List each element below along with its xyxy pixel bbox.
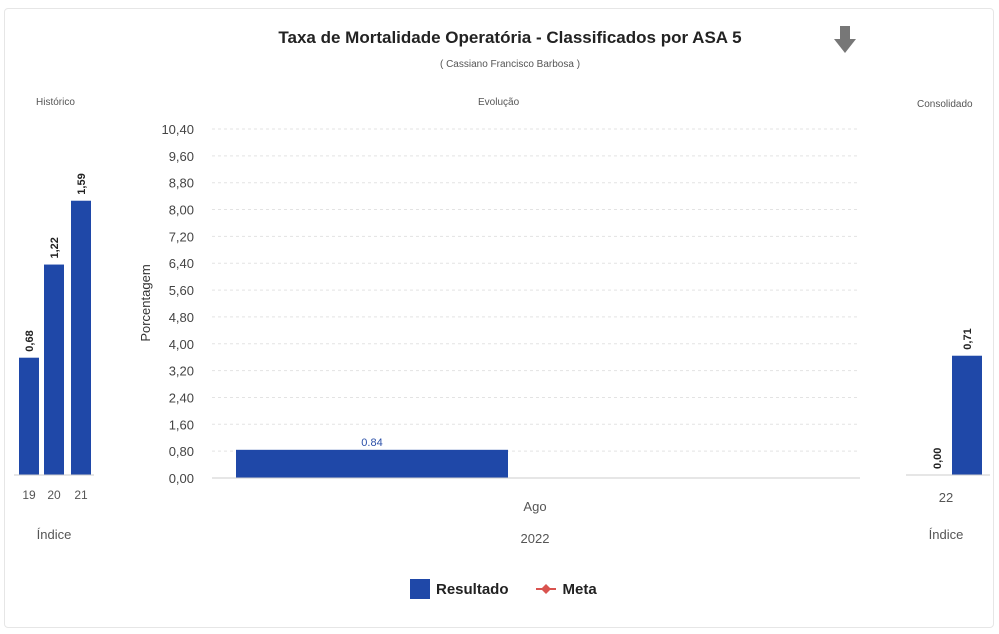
legend-swatch-resultado: [410, 579, 430, 599]
legend: Resultado Meta: [410, 579, 597, 599]
section-label-consolidado: Consolidado: [917, 99, 973, 110]
chart-subtitle: ( Cassiano Francisco Barbosa ): [439, 59, 581, 70]
legend-label-resultado: Resultado: [436, 580, 509, 598]
legend-item-resultado[interactable]: Resultado: [410, 579, 509, 599]
legend-label-meta: Meta: [562, 580, 597, 598]
chart-title: Taxa de Mortalidade Operatória - Classif…: [278, 28, 742, 47]
chart-frame: [4, 8, 994, 628]
arrow-down-icon[interactable]: [832, 24, 858, 56]
section-label-historico: Histórico: [36, 97, 75, 108]
legend-swatch-meta: [535, 584, 556, 594]
section-label-evolucao: Evolução: [478, 97, 520, 108]
legend-item-meta[interactable]: Meta: [535, 581, 597, 598]
